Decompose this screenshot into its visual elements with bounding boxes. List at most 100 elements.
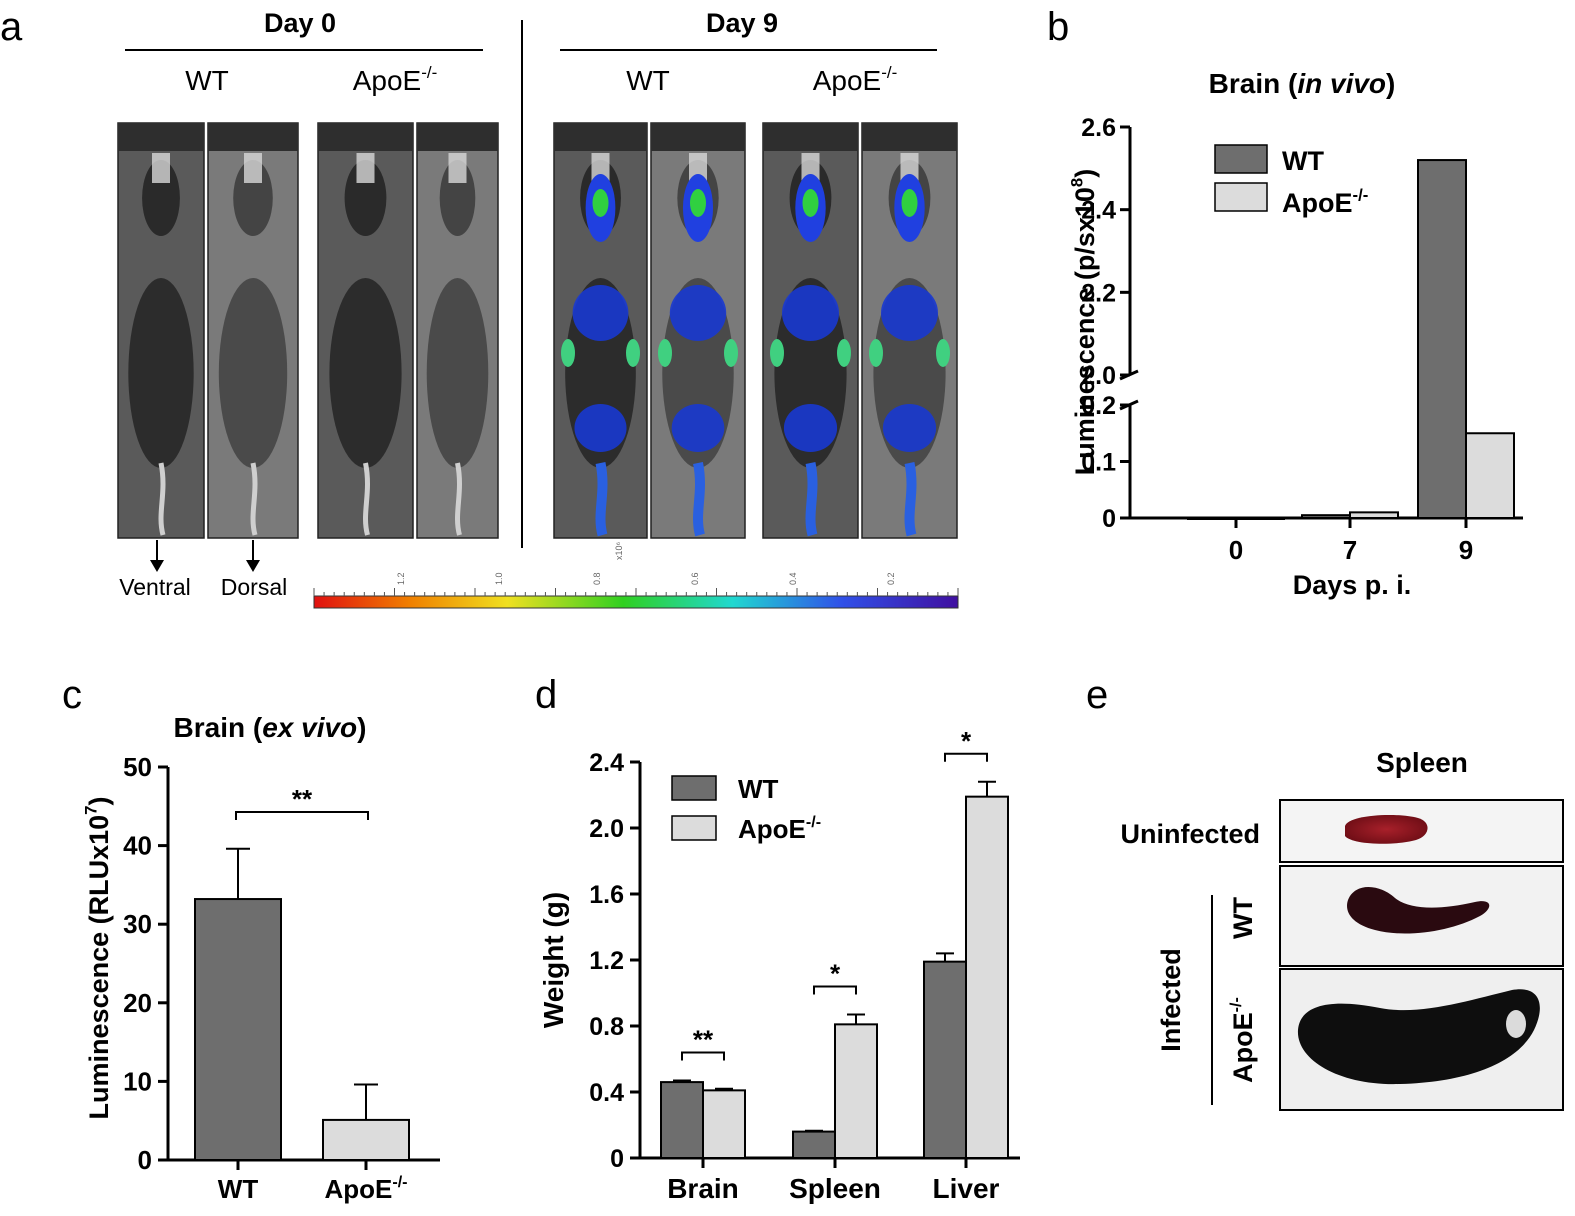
day0-apoe-dorsal-frame-top bbox=[417, 123, 498, 151]
panel-c-letter: c bbox=[62, 673, 82, 717]
chart-d-significance-label: ** bbox=[693, 1024, 714, 1054]
chart-b-bar bbox=[1465, 432, 1515, 519]
chart-d-xtick-label: Spleen bbox=[789, 1173, 881, 1204]
chart-b-ytick-label: 2.6 bbox=[1081, 114, 1116, 142]
chart-b-ytick-label: 0 bbox=[1102, 505, 1116, 533]
chart-c-bar bbox=[322, 1118, 410, 1161]
day9-wt-dorsal-frame-top bbox=[651, 123, 745, 151]
day9-wt-ventral-frame-top bbox=[554, 123, 647, 151]
day0-apoe-ventral-mouse-tail bbox=[363, 462, 370, 536]
day9-apoe-ventral-signal-core bbox=[802, 189, 819, 217]
dorsal-label: Dorsal bbox=[221, 574, 287, 600]
color-scale-unit: x10⁶ bbox=[614, 541, 624, 560]
panel-e-letter: e bbox=[1086, 673, 1108, 717]
day9-wt-ventral-signal-paw-left bbox=[561, 339, 575, 367]
day0-wt-ventral-frame-top bbox=[118, 123, 204, 151]
color-scale-label: 0.6 bbox=[690, 572, 700, 585]
day0-apoe-ventral-ear-tag bbox=[356, 153, 375, 183]
chart-c-y-axis-title: Luminescence (RLUx107) bbox=[82, 797, 114, 1120]
chart-d-legend-swatch-apoe bbox=[671, 815, 717, 841]
chart-d-bar bbox=[660, 1081, 704, 1159]
spleen-uninfected-photo bbox=[1279, 799, 1564, 863]
chart-b-y-axis-title: Luminescence (p/sx108) bbox=[1068, 169, 1100, 475]
day0-wt-dorsal-mouse-tail bbox=[250, 462, 258, 536]
day0-wt-ventral-mouse-head bbox=[142, 160, 180, 236]
color-scale-label: 1.2 bbox=[396, 572, 406, 585]
day9-wt-dorsal-ear-tag bbox=[689, 153, 707, 183]
chart-c-xtick-label: ApoE-/- bbox=[324, 1173, 407, 1204]
chart-b: 2.0 2.2 2.4 2.6 0 0.1 0.2 0 7 9 Days p. i. Luminesc… bbox=[1068, 114, 1523, 600]
spleen-apoe-highlight bbox=[1506, 1010, 1526, 1038]
chart-d-bar bbox=[702, 1089, 746, 1159]
day0-apoe-ventral-frame-top bbox=[318, 123, 413, 151]
panel-a-letter: a bbox=[0, 5, 23, 49]
chart-b-ytick-label: 2.4 bbox=[1081, 197, 1116, 225]
chart-b-bar bbox=[1235, 517, 1285, 520]
day9-apoe-dorsal-signal-chest bbox=[881, 285, 938, 341]
day9-apoe-dorsal-signal-hip bbox=[882, 404, 937, 452]
day9-wt-ventral-signal-paw-right bbox=[626, 339, 640, 367]
color-scale-label: 0.4 bbox=[788, 572, 798, 585]
chart-b-ytick-label: 2.2 bbox=[1081, 279, 1116, 307]
chart-b-ytick-label: 0.2 bbox=[1081, 392, 1116, 420]
chart-d-legend-label-apoe: ApoE-/- bbox=[738, 813, 821, 844]
day9-wt-label: WT bbox=[626, 65, 670, 96]
day9-apoe-dorsal-signal-core bbox=[901, 189, 918, 217]
chart-b-bar bbox=[1349, 511, 1399, 519]
spleen-wt-organ bbox=[1347, 887, 1490, 934]
day0-wt-label: WT bbox=[185, 65, 229, 96]
panel-b: b Brain (in vivo) 2.0 2.2 2.4 2.6 0 0.1 0.2 0 7 9… bbox=[1047, 5, 1523, 600]
chart-b-ytick-label: 2.0 bbox=[1081, 362, 1116, 390]
spleen-title: Spleen bbox=[1376, 747, 1468, 778]
chart-d-ytick-label: 0.8 bbox=[589, 1013, 624, 1041]
day9-wt-dorsal-mouse-tail bbox=[693, 462, 705, 537]
chart-d-legend-swatch-wt bbox=[671, 775, 717, 801]
day0-wt-ventral-mouse-body bbox=[128, 278, 194, 468]
day0-apoe-ventral-mouse-head bbox=[344, 160, 387, 236]
chart-c-ytick-label: 10 bbox=[123, 1066, 152, 1096]
chart-b-legend-label-apoe: ApoE-/- bbox=[1282, 186, 1368, 218]
chart-b-bar bbox=[1301, 514, 1351, 519]
chart-b-legend-swatch-apoe bbox=[1214, 182, 1268, 212]
infected-apoe-label: ApoE-/- bbox=[1228, 997, 1258, 1083]
day0-wt-dorsal-mouse-body bbox=[218, 278, 288, 468]
ventral-label: Ventral bbox=[119, 574, 191, 600]
day9-wt-dorsal-signal-core bbox=[690, 189, 706, 217]
panel-d-letter: d bbox=[535, 673, 557, 717]
panel-a: a Day 0 Day 9 WT ApoE-/- WT ApoE-/- Vent… bbox=[0, 5, 959, 609]
panel-c: c Brain (ex vivo) 0 10 20 30 40 50 WT ApoE-/- **… bbox=[62, 673, 440, 1204]
chart-d-ytick-label: 2.4 bbox=[589, 749, 624, 777]
color-scale-label: 1.0 bbox=[494, 572, 504, 585]
chart-c-xtick-label: WT bbox=[218, 1174, 259, 1204]
chart-c-ytick-label: 30 bbox=[123, 909, 152, 939]
day0-wt-dorsal-ear-tag bbox=[244, 153, 262, 183]
day9-wt-ventral-signal-chest bbox=[572, 285, 629, 341]
chart-b-bar bbox=[1187, 517, 1237, 520]
day9-apoe-dorsal-signal-paw-right bbox=[936, 339, 950, 367]
day9-apoe-label: ApoE-/- bbox=[813, 63, 898, 96]
chart-c-ytick-label: 0 bbox=[138, 1145, 152, 1175]
mouse-images bbox=[117, 122, 958, 539]
chart-b-xtick-label: 7 bbox=[1343, 535, 1357, 565]
day9-wt-dorsal-signal-chest bbox=[669, 285, 727, 341]
chart-c-ytick-label: 20 bbox=[123, 988, 152, 1018]
day9-apoe-ventral-signal-chest bbox=[782, 285, 839, 341]
day9-apoe-dorsal-mouse-tail bbox=[904, 462, 917, 537]
chart-d-xtick-label: Brain bbox=[667, 1173, 739, 1204]
chart-d-legend-label-wt: WT bbox=[738, 774, 779, 804]
chart-b-legend-label-wt: WT bbox=[1282, 146, 1324, 176]
day0-apoe-dorsal-mouse-body bbox=[426, 278, 489, 468]
chart-b-bar bbox=[1417, 159, 1467, 519]
chart-d-significance-bracket bbox=[813, 985, 857, 995]
day0-apoe-dorsal-mouse-tail bbox=[455, 462, 462, 536]
chart-d-bar bbox=[923, 960, 967, 1160]
dorsal-arrow-icon bbox=[246, 560, 260, 572]
color-scale-ticks: 1.2 1.0 0.8 0.6 0.4 0.2 bbox=[313, 572, 959, 596]
chart-d-significance-label: * bbox=[830, 958, 841, 988]
chart-c-title: Brain (ex vivo) bbox=[174, 712, 367, 743]
panel-b-letter: b bbox=[1047, 5, 1069, 49]
chart-b-title: Brain (in vivo) bbox=[1209, 68, 1396, 99]
day0-apoe-label: ApoE-/- bbox=[353, 63, 438, 96]
chart-c-ytick-label: 40 bbox=[123, 831, 152, 861]
